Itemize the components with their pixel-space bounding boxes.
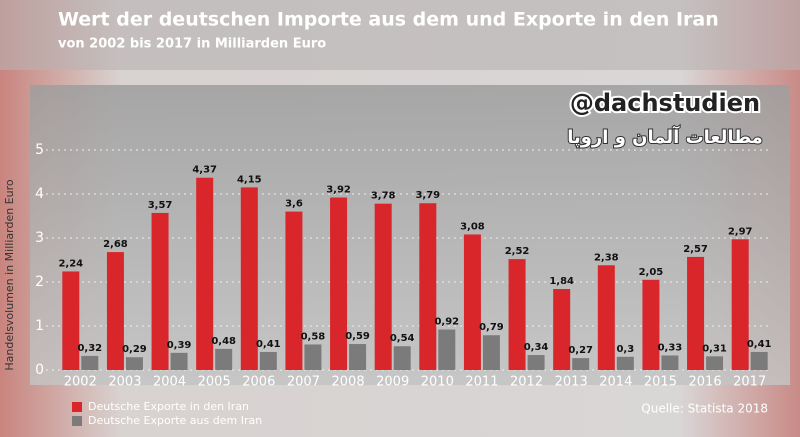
value-label: 3,57 bbox=[148, 200, 173, 211]
bar bbox=[616, 356, 634, 370]
value-label: 4,37 bbox=[192, 165, 217, 176]
bar bbox=[151, 212, 169, 370]
bar bbox=[62, 271, 80, 370]
x-tick-label: 2011 bbox=[465, 375, 498, 390]
value-label: 0,34 bbox=[524, 342, 549, 353]
y-axis-label: Handelsvolumen in Milliarden Euro bbox=[3, 179, 16, 370]
value-label: 0,41 bbox=[747, 339, 772, 350]
bar bbox=[240, 187, 258, 370]
value-label: 1,84 bbox=[549, 276, 574, 287]
x-tick-label: 2013 bbox=[555, 375, 588, 390]
bar bbox=[597, 265, 615, 370]
x-tick-label: 2002 bbox=[64, 375, 97, 390]
bar bbox=[81, 355, 99, 370]
value-label: 3,78 bbox=[371, 191, 396, 202]
bar bbox=[285, 211, 303, 370]
value-label: 0,41 bbox=[256, 339, 281, 350]
value-label: 3,92 bbox=[326, 185, 351, 196]
y-tick-label: 3 bbox=[35, 230, 44, 246]
bar bbox=[687, 256, 705, 370]
bar bbox=[706, 356, 724, 370]
bar bbox=[527, 355, 545, 370]
bar bbox=[750, 351, 768, 370]
bar bbox=[419, 203, 437, 370]
x-tick-label: 2007 bbox=[287, 375, 320, 390]
x-tick-label: 2012 bbox=[510, 375, 543, 390]
x-tick-label: 2006 bbox=[242, 375, 275, 390]
y-tick-label: 5 bbox=[35, 142, 44, 158]
value-label: 2,24 bbox=[58, 258, 83, 269]
value-label: 3,6 bbox=[285, 199, 303, 210]
bar bbox=[349, 344, 367, 370]
value-label: 3,08 bbox=[460, 221, 485, 232]
y-tick-label: 2 bbox=[35, 274, 44, 290]
y-tick-label: 4 bbox=[35, 186, 44, 202]
bar bbox=[508, 259, 526, 370]
bar bbox=[642, 279, 660, 370]
legend-swatch bbox=[72, 402, 82, 412]
value-label: 0,48 bbox=[211, 336, 236, 347]
y-tick-label: 0 bbox=[35, 362, 44, 378]
watermark: @dachstudien bbox=[570, 89, 760, 117]
value-label: 2,05 bbox=[639, 267, 664, 278]
chart-title: Wert der deutschen Importe aus dem und E… bbox=[58, 9, 719, 31]
legend-label: Deutsche Exporte in den Iran bbox=[88, 400, 249, 413]
bar bbox=[106, 252, 124, 370]
value-label: 0,39 bbox=[167, 340, 192, 351]
value-label: 0,59 bbox=[345, 331, 370, 342]
legend-swatch bbox=[72, 416, 82, 426]
value-label: 0,92 bbox=[434, 317, 459, 328]
value-label: 0,54 bbox=[390, 333, 415, 344]
x-tick-label: 2010 bbox=[421, 375, 454, 390]
value-label: 2,57 bbox=[683, 244, 708, 255]
value-label: 2,38 bbox=[594, 252, 619, 263]
bar bbox=[482, 335, 500, 370]
value-label: 4,15 bbox=[237, 174, 262, 185]
bar bbox=[572, 358, 590, 370]
bar bbox=[170, 352, 188, 370]
value-label: 3,79 bbox=[415, 190, 440, 201]
bar bbox=[731, 239, 749, 370]
value-label: 2,52 bbox=[505, 246, 530, 257]
source: Quelle: Statista 2018 bbox=[641, 402, 768, 416]
header-band bbox=[0, 0, 800, 70]
bar bbox=[463, 234, 481, 370]
value-label: 2,97 bbox=[728, 226, 753, 237]
bar bbox=[374, 203, 392, 370]
bar bbox=[438, 329, 456, 370]
bar bbox=[553, 289, 571, 370]
bar bbox=[304, 344, 322, 370]
x-tick-label: 2003 bbox=[108, 375, 141, 390]
value-label: 0,27 bbox=[568, 345, 593, 356]
x-tick-label: 2015 bbox=[644, 375, 677, 390]
x-tick-label: 2005 bbox=[198, 375, 231, 390]
watermark-subtitle: مطالعات آلمان و اروپا bbox=[567, 125, 763, 148]
y-tick-label: 1 bbox=[35, 318, 44, 334]
bar bbox=[215, 348, 233, 370]
value-label: 0,58 bbox=[301, 331, 326, 342]
x-tick-label: 2004 bbox=[153, 375, 186, 390]
chart-subtitle: von 2002 bis 2017 in Milliarden Euro bbox=[58, 37, 326, 52]
x-tick-label: 2014 bbox=[599, 375, 632, 390]
value-label: 2,68 bbox=[103, 239, 128, 250]
x-tick-label: 2017 bbox=[733, 375, 766, 390]
legend-label: Deutsche Exporte aus dem Iran bbox=[88, 414, 262, 427]
value-label: 0,3 bbox=[616, 344, 634, 355]
bar bbox=[330, 197, 348, 370]
value-label: 0,31 bbox=[702, 343, 727, 354]
x-tick-label: 2009 bbox=[376, 375, 409, 390]
value-label: 0,79 bbox=[479, 322, 504, 333]
bar bbox=[661, 355, 679, 370]
bar bbox=[393, 346, 411, 370]
value-label: 0,32 bbox=[77, 343, 102, 354]
x-tick-label: 2016 bbox=[689, 375, 722, 390]
value-label: 0,29 bbox=[122, 344, 147, 355]
value-label: 0,33 bbox=[658, 342, 683, 353]
bar bbox=[196, 177, 214, 370]
bar bbox=[125, 357, 143, 370]
x-tick-label: 2008 bbox=[332, 375, 365, 390]
bar bbox=[259, 351, 277, 370]
